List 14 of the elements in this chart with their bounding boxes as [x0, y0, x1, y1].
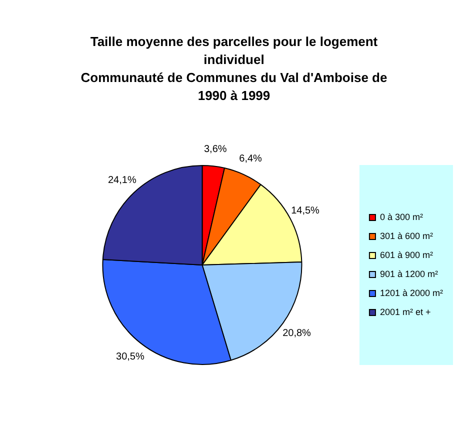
- chart-title: Taille moyenne des parcelles pour le logement individuel: [89, 33, 379, 69]
- legend-label: 301 à 600 m²: [380, 230, 434, 241]
- data-label: 6,4%: [239, 154, 262, 165]
- data-label: 3,6%: [204, 144, 227, 155]
- legend-label: 1201 à 2000 m²: [380, 288, 444, 298]
- legend-label: 601 à 900 m²: [380, 250, 434, 260]
- data-label: 30,5%: [116, 351, 144, 362]
- legend-label: 901 à 1200 m²: [380, 268, 438, 279]
- data-label: 20,8%: [282, 328, 312, 339]
- data-label: 14,5%: [291, 205, 320, 216]
- data-label: 24,1%: [108, 175, 136, 186]
- chart-subtitle: Communauté de Communes du Val d'Amboise de 1990 à 1999: [80, 69, 388, 105]
- legend-label: 0 à 300 m²: [380, 212, 423, 222]
- legend-label: 2001 m² et +: [380, 306, 431, 317]
